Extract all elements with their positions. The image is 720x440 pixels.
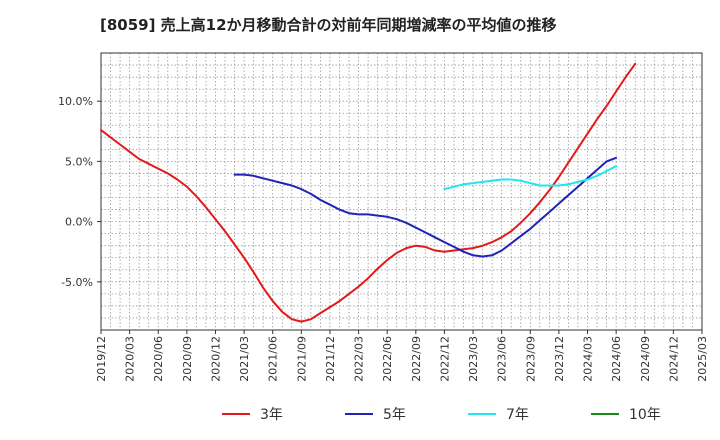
series-line-2 bbox=[233, 156, 618, 258]
x-tick-label: 2021/06 bbox=[267, 336, 280, 382]
x-tick-label: 2020/09 bbox=[181, 336, 194, 382]
x-tick-label: 2025/03 bbox=[696, 336, 709, 382]
legend-label: 5年 bbox=[383, 407, 406, 423]
y-tick-label: 5.0% bbox=[65, 155, 93, 168]
x-tick-label: 2020/03 bbox=[124, 336, 137, 382]
x-tick-label: 2021/09 bbox=[295, 336, 308, 382]
legend-label: 3年 bbox=[260, 407, 283, 423]
series-line-1 bbox=[100, 62, 637, 323]
y-tick-label: 10.0% bbox=[58, 95, 93, 108]
x-tick-label: 2024/03 bbox=[582, 336, 595, 382]
x-tick-label: 2020/12 bbox=[209, 336, 222, 382]
legend-label: 7年 bbox=[506, 407, 529, 423]
x-tick-label: 2024/06 bbox=[610, 336, 623, 382]
y-tick-label: -5.0% bbox=[61, 276, 93, 289]
x-tick-label: 2023/09 bbox=[524, 336, 537, 382]
series-line-3 bbox=[443, 165, 618, 191]
legend-label: 10年 bbox=[629, 407, 661, 423]
plot-area bbox=[101, 53, 702, 330]
x-tick-label: 2020/06 bbox=[152, 336, 165, 382]
x-tick-label: 2019/12 bbox=[95, 336, 108, 382]
x-tick-label: 2023/06 bbox=[496, 336, 509, 382]
x-tick-label: 2021/12 bbox=[324, 336, 337, 382]
y-tick-label: 0.0% bbox=[65, 216, 93, 229]
x-tick-label: 2023/12 bbox=[553, 336, 566, 382]
chart-title: [8059] 売上高12か月移動合計の対前年同期増減率の平均値の推移 bbox=[100, 16, 557, 34]
x-tick-label: 2024/09 bbox=[639, 336, 652, 382]
x-tick-label: 2022/06 bbox=[381, 336, 394, 382]
x-tick-label: 2023/03 bbox=[467, 336, 480, 382]
x-tick-label: 2022/09 bbox=[410, 336, 423, 382]
plot-border bbox=[100, 52, 703, 331]
x-tick-label: 2022/03 bbox=[353, 336, 366, 382]
x-tick-label: 2022/12 bbox=[438, 336, 451, 382]
x-tick-label: 2024/12 bbox=[667, 336, 680, 382]
x-tick-label: 2021/03 bbox=[238, 336, 251, 382]
